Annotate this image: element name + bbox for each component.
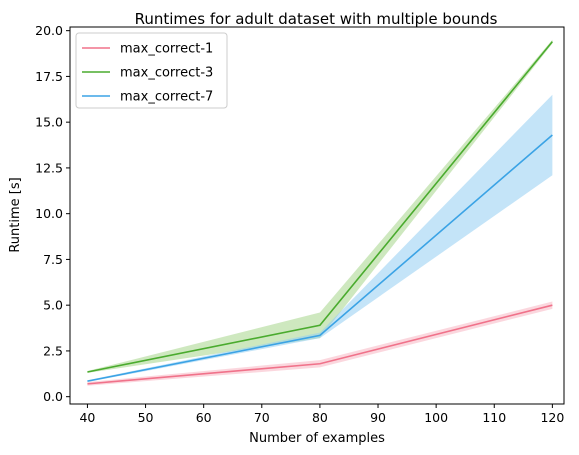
- y-tick-label: 10.0: [35, 206, 63, 221]
- band-series-3: [87, 94, 553, 383]
- x-tick-label: 120: [540, 410, 564, 425]
- y-axis-ticks: 0.0 2.5 5.0 7.5 10.0 12.5 15.0 17.5 20.0: [35, 23, 70, 404]
- legend: max_correct-1 max_correct-3 max_correct-7: [75, 32, 228, 109]
- legend-label-series-2: max_correct-3: [120, 66, 213, 81]
- y-tick-label: 2.5: [43, 343, 63, 358]
- legend-box: [75, 32, 228, 109]
- x-axis-label: Number of examples: [249, 431, 385, 446]
- confidence-bands: [87, 39, 553, 386]
- x-tick-label: 50: [138, 410, 154, 425]
- line-series-2: [87, 41, 553, 373]
- x-tick-label: 40: [79, 410, 95, 425]
- y-tick-label: 17.5: [35, 69, 63, 84]
- x-axis-ticks: 40 50 60 70 80 90 100 110 120: [79, 404, 564, 425]
- chart-title: Runtimes for adult dataset with multiple…: [135, 10, 498, 28]
- series-lines: [87, 41, 553, 385]
- x-tick-label: 100: [424, 410, 448, 425]
- line-series-1: [87, 304, 553, 385]
- x-tick-label: 90: [370, 410, 386, 425]
- legend-label-series-1: max_correct-1: [120, 42, 213, 57]
- y-tick-label: 15.0: [35, 115, 63, 130]
- x-tick-label: 110: [482, 410, 506, 425]
- y-tick-label: 12.5: [35, 160, 63, 175]
- x-tick-label: 70: [254, 410, 270, 425]
- x-tick-label: 60: [196, 410, 212, 425]
- y-tick-label: 5.0: [43, 298, 63, 313]
- y-tick-label: 20.0: [35, 23, 63, 38]
- y-axis-label: Runtime [s]: [8, 177, 23, 252]
- x-tick-label: 80: [312, 410, 328, 425]
- y-tick-label: 7.5: [43, 252, 63, 267]
- line-series-3: [87, 134, 553, 382]
- y-tick-label: 0.0: [43, 389, 63, 404]
- plot-frame: [69, 26, 565, 405]
- legend-label-series-3: max_correct-7: [120, 90, 213, 105]
